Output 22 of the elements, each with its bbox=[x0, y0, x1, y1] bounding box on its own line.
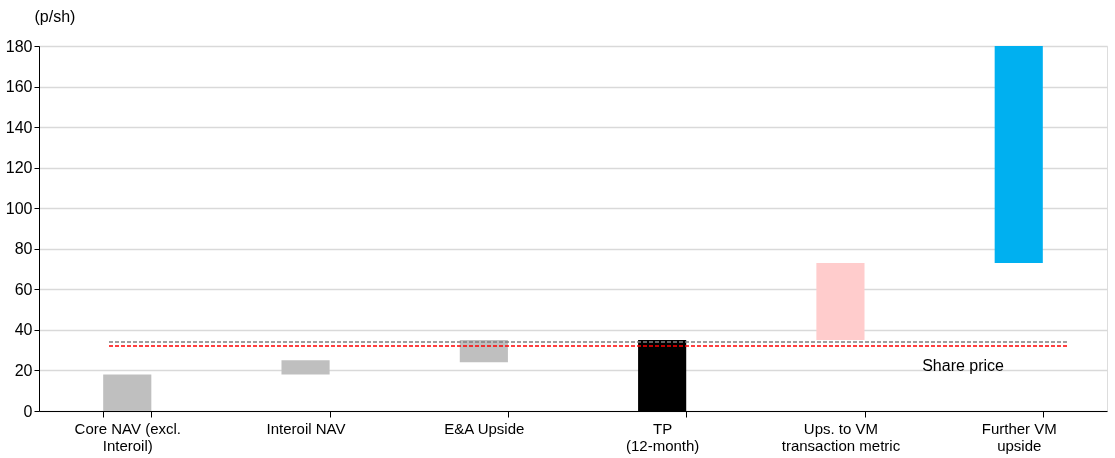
y-tick-label: 160 bbox=[5, 78, 33, 96]
bar bbox=[994, 46, 1043, 263]
x-tick-label: E&A Upside bbox=[444, 419, 525, 437]
y-tick-label: 120 bbox=[5, 159, 33, 177]
ref-line-label: Share price bbox=[922, 357, 1005, 375]
x-tick-label: Further VM upside bbox=[981, 419, 1057, 454]
y-tick-label: 40 bbox=[14, 321, 33, 339]
y-tick-label: 0 bbox=[23, 402, 33, 420]
bar bbox=[816, 262, 865, 341]
y-tick-label: 140 bbox=[5, 118, 33, 136]
y-tick-label: 180 bbox=[5, 37, 33, 55]
y-tick-label: 20 bbox=[14, 361, 33, 379]
y-axis-title: (p/sh) bbox=[34, 7, 76, 25]
y-tick-label: 60 bbox=[14, 280, 33, 298]
x-tick-label: Ups. to VM transaction metric bbox=[781, 419, 901, 454]
y-tick-label: 80 bbox=[14, 240, 33, 258]
x-tick-label: TP (12-month) bbox=[625, 419, 700, 454]
x-tick-label: Core NAV (excl. Interoil) bbox=[74, 419, 181, 454]
bar bbox=[281, 360, 330, 375]
bar bbox=[103, 374, 152, 411]
y-tick-label: 100 bbox=[5, 199, 33, 217]
x-tick-label: Interoil NAV bbox=[266, 419, 346, 437]
